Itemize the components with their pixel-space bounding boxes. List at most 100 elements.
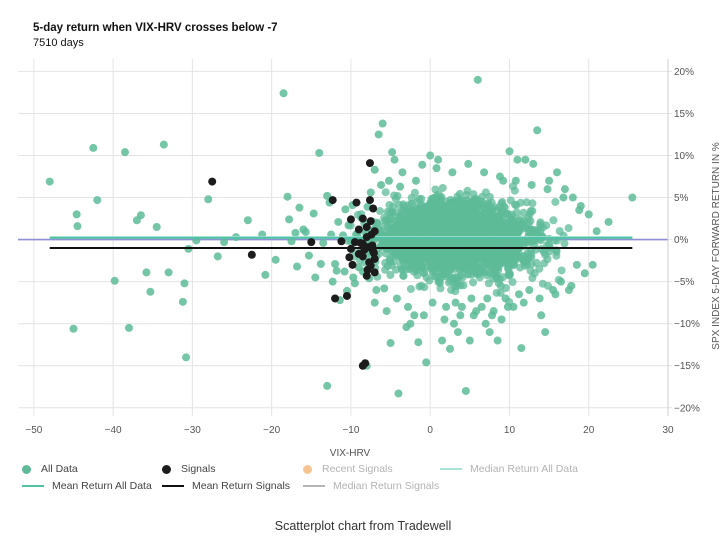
scatter-plot: −50 −40 −30 −20 −10 0 10 20 30 20% 15% 10% 5% 0% −5% −1…	[18, 59, 722, 459]
signal-point	[366, 217, 375, 226]
data-point	[567, 281, 576, 290]
data-point	[494, 266, 503, 275]
data-point	[469, 190, 478, 199]
data-point	[459, 281, 468, 290]
data-point	[396, 182, 405, 191]
data-point	[334, 217, 343, 226]
data-point	[467, 294, 476, 303]
y-tick-label: −5%	[674, 277, 694, 288]
data-point	[93, 196, 102, 205]
data-point	[178, 297, 187, 306]
data-point	[410, 188, 419, 197]
data-point	[392, 216, 401, 225]
data-point	[477, 264, 486, 273]
data-point	[419, 311, 428, 320]
data-point	[396, 224, 405, 233]
data-point	[180, 279, 189, 288]
signal-point	[360, 245, 369, 254]
legend-item[interactable]: Mean Return All Data	[22, 480, 152, 492]
data-point	[311, 273, 320, 282]
signal-point	[370, 268, 379, 277]
data-point	[378, 119, 387, 128]
data-point	[375, 207, 384, 216]
data-point	[517, 344, 526, 353]
data-point	[448, 274, 457, 283]
legend-item[interactable]: Recent Signals	[303, 463, 393, 475]
data-point	[447, 250, 456, 259]
data-point	[524, 228, 533, 237]
data-point	[316, 259, 325, 268]
data-point	[457, 238, 466, 247]
data-point	[525, 286, 534, 295]
data-point	[511, 176, 520, 185]
data-point	[427, 195, 436, 204]
data-point	[293, 262, 302, 271]
data-point	[243, 216, 252, 225]
data-point	[499, 216, 508, 225]
legend-label: All Data	[41, 463, 78, 475]
x-tick-label: −30	[184, 425, 201, 436]
signal-point	[362, 271, 371, 280]
data-point	[425, 216, 434, 225]
data-point	[481, 319, 490, 328]
y-axis-label: SPX INDEX 5-DAY FORWARD RETURN IN %	[711, 142, 722, 350]
data-point	[604, 217, 613, 226]
signal-point	[307, 238, 316, 247]
signal-point	[365, 159, 374, 168]
data-point	[543, 185, 552, 194]
data-point	[385, 201, 394, 210]
data-point	[502, 223, 511, 232]
data-point	[514, 290, 523, 299]
data-point	[390, 155, 399, 164]
data-point	[291, 228, 300, 237]
data-point	[69, 324, 78, 333]
data-point	[301, 228, 310, 237]
data-point	[380, 284, 389, 293]
data-point	[448, 168, 457, 177]
data-point	[560, 239, 569, 248]
data-point	[398, 168, 407, 177]
legend-swatch	[303, 464, 312, 474]
legend-item[interactable]: Mean Return Signals	[162, 480, 290, 492]
data-point	[372, 286, 381, 295]
data-point	[383, 207, 392, 216]
data-point	[271, 255, 280, 264]
data-point	[152, 222, 161, 231]
data-point	[470, 239, 479, 248]
legend-item[interactable]: All Data	[22, 463, 78, 475]
data-point	[396, 261, 405, 270]
legend-swatch	[22, 485, 44, 487]
data-point	[404, 250, 413, 259]
data-point	[500, 203, 509, 212]
legend-item[interactable]: Signals	[162, 463, 215, 475]
data-point	[426, 151, 435, 160]
data-point	[512, 253, 521, 262]
data-point	[382, 307, 391, 316]
legend-item[interactable]: Median Return All Data	[440, 463, 578, 475]
legend: All Data Signals Recent Signals Median Retu…	[22, 463, 722, 497]
data-point	[480, 168, 489, 177]
data-point	[431, 249, 440, 258]
legend-item[interactable]: Median Return Signals	[303, 480, 439, 492]
y-tick-label: 20%	[674, 67, 694, 78]
data-point	[472, 201, 481, 210]
data-point	[447, 238, 456, 247]
x-tick-label: 20	[583, 425, 595, 436]
data-point	[553, 168, 562, 177]
data-point	[503, 209, 512, 218]
data-point	[72, 210, 81, 219]
data-cloud	[343, 182, 573, 307]
legend-label: Signals	[181, 463, 216, 475]
data-point	[121, 148, 130, 157]
data-point	[436, 284, 445, 293]
data-point	[412, 208, 421, 217]
data-point	[580, 269, 589, 278]
signal-point	[342, 291, 351, 300]
data-point	[488, 311, 497, 320]
signal-point	[331, 294, 340, 303]
data-point	[533, 126, 542, 135]
data-point	[422, 358, 431, 367]
data-point	[446, 344, 455, 353]
data-point	[434, 155, 443, 164]
data-point	[370, 298, 379, 307]
